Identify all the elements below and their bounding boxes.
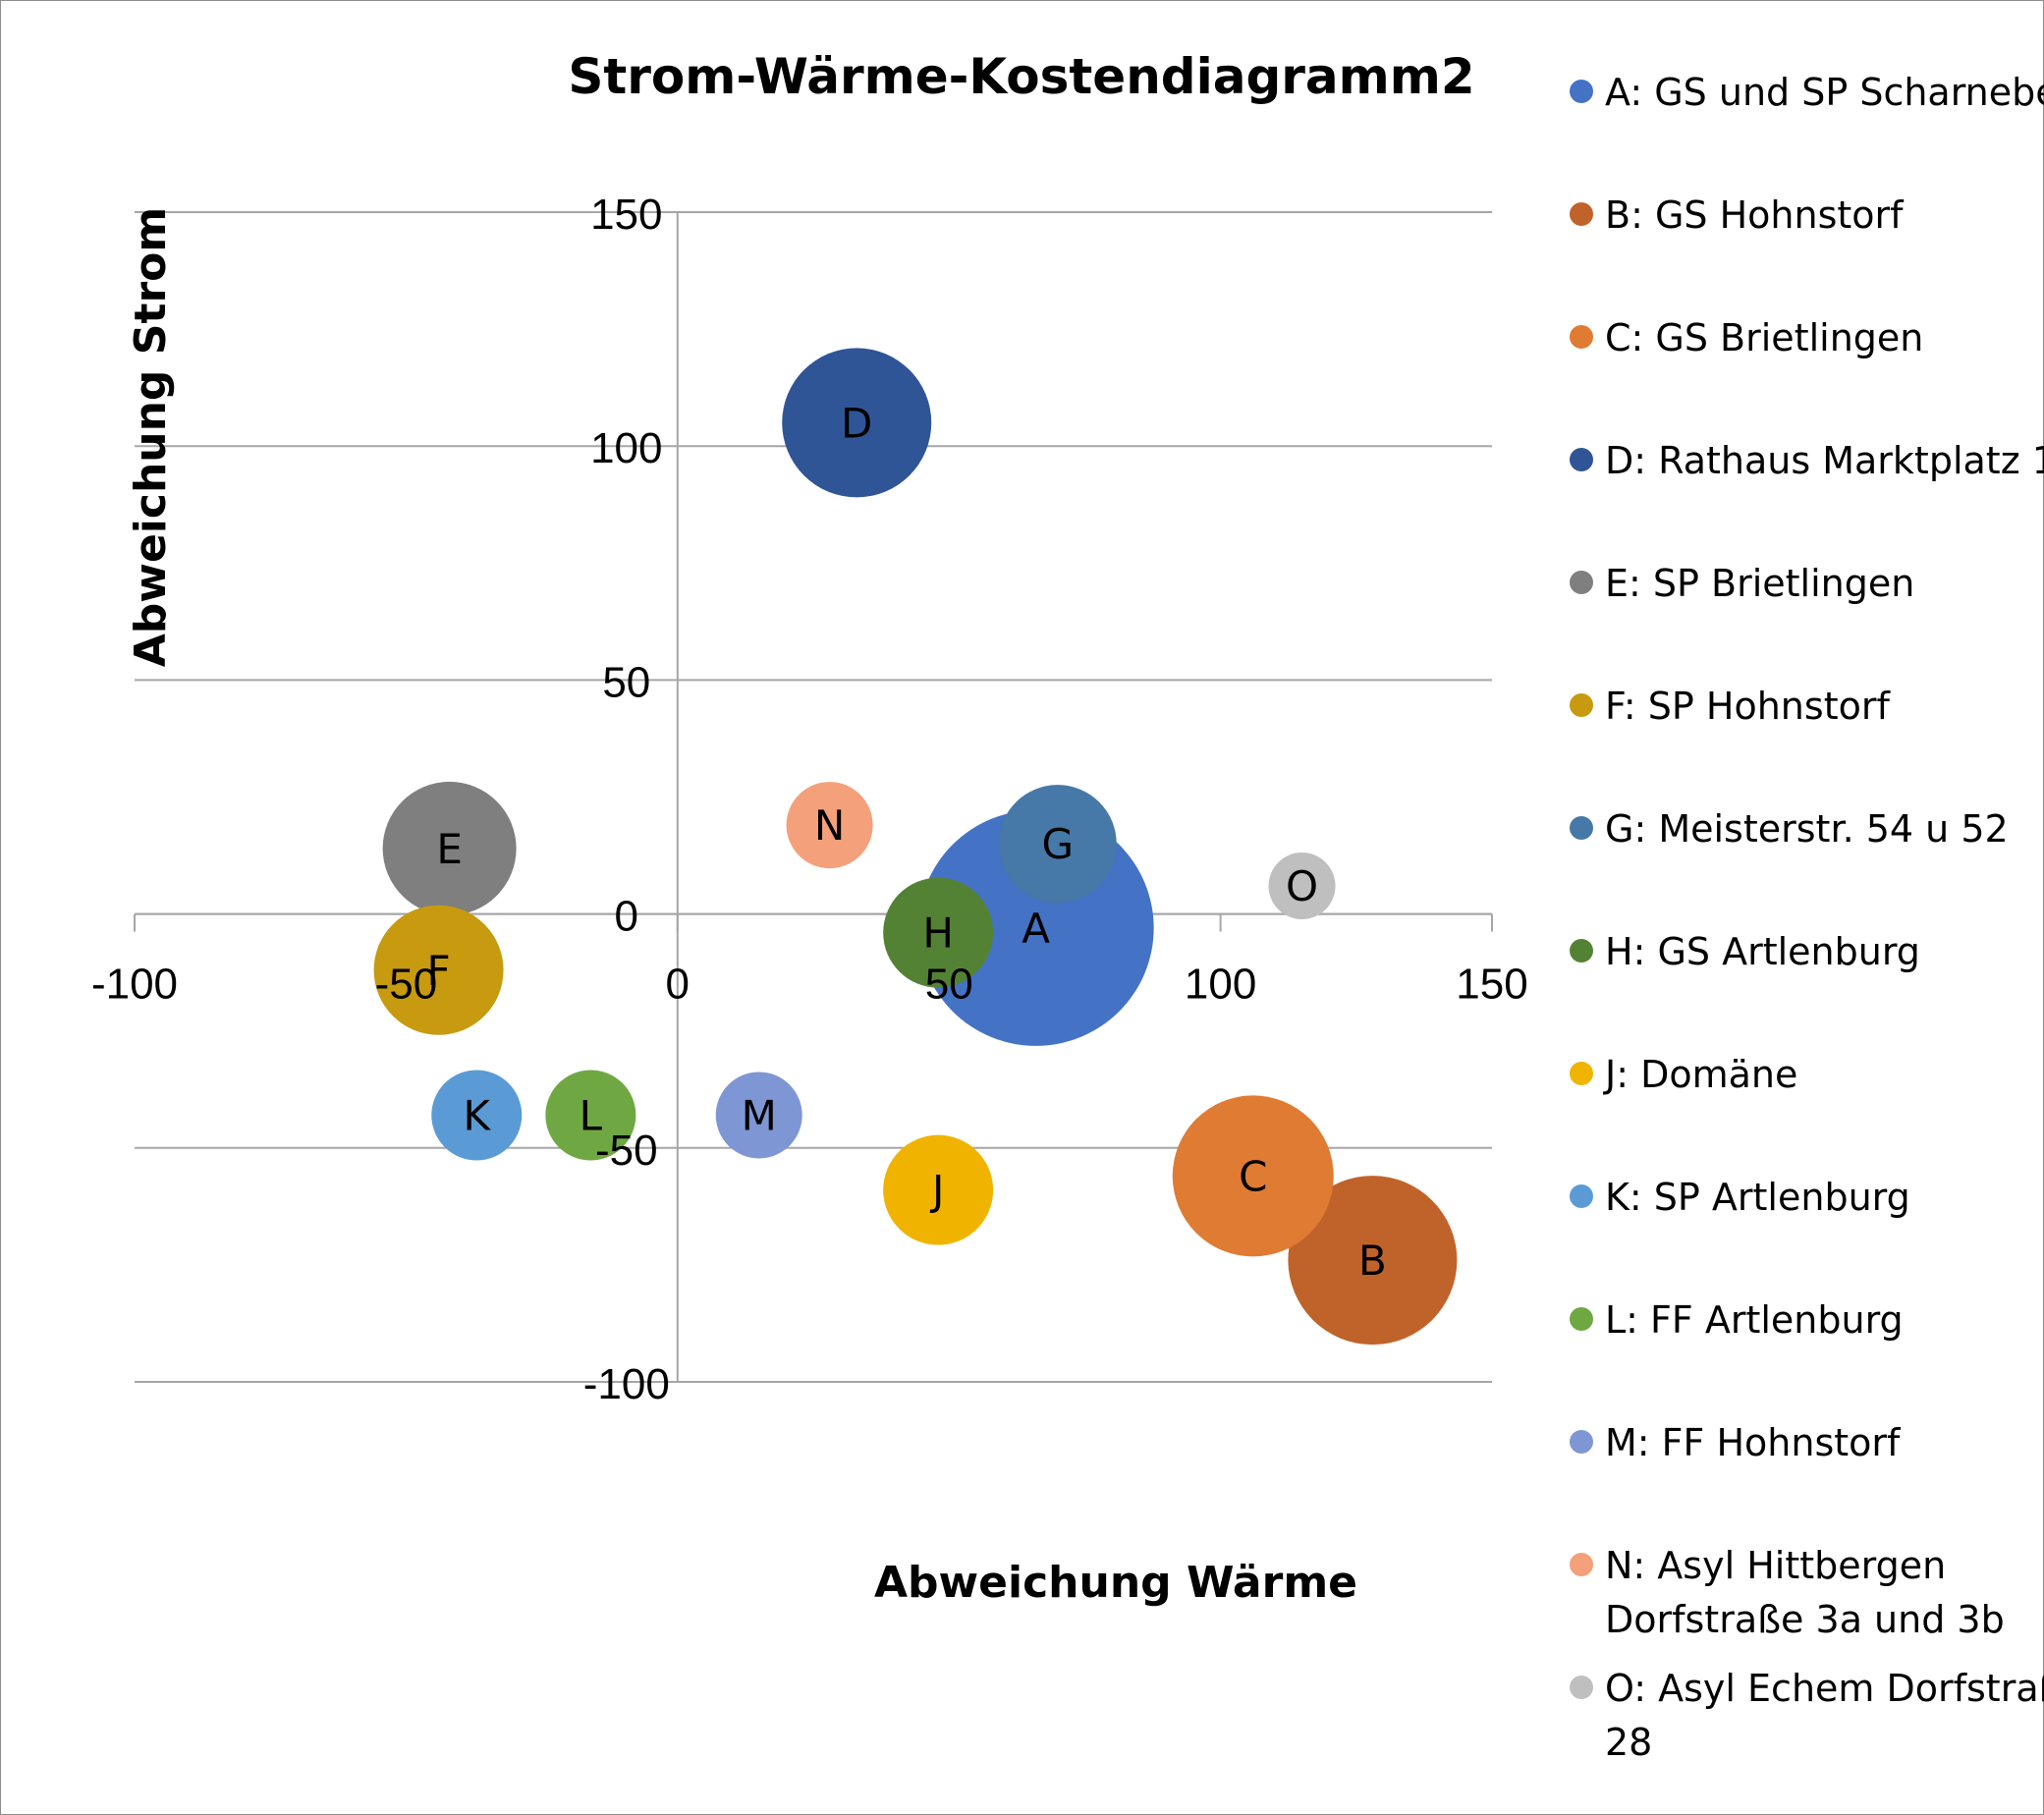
bubble-label-a: A <box>1022 905 1050 953</box>
chart-title: Strom-Wärme-Kostendiagramm2 <box>568 48 1474 105</box>
legend-swatch <box>1570 448 1593 471</box>
legend-label: G: Meisterstr. 54 u 52 <box>1605 807 2009 851</box>
bubble-c <box>1172 1095 1334 1257</box>
bubble-o <box>1268 852 1336 920</box>
y-axis-title: Abweichung Strom <box>126 207 176 668</box>
bubble-label-j: J <box>929 1167 944 1215</box>
bubble-g <box>998 785 1117 904</box>
legend-item-d: D: Rathaus Marktplatz 1 <box>1570 439 2044 482</box>
legend-label: K: SP Artlenburg <box>1605 1176 1910 1219</box>
y-tick-label: 50 <box>602 658 650 706</box>
x-tick-label: 150 <box>1456 961 1527 1009</box>
y-tick-label: -50 <box>595 1127 658 1175</box>
legend-swatch <box>1570 693 1593 717</box>
legend-swatch <box>1570 1184 1593 1208</box>
legend-swatch <box>1570 325 1593 349</box>
x-tick-label: -50 <box>375 961 438 1009</box>
legend-item-e: E: SP Brietlingen <box>1570 562 1914 605</box>
bubble-label-o: O <box>1286 862 1318 910</box>
bubble-label-k: K <box>463 1091 491 1139</box>
legend-swatch <box>1570 1430 1593 1454</box>
tick-labels: -100 -50 0 50 100 150 150 100 50 0 -50 -100 <box>91 191 1528 1408</box>
legend-swatch <box>1570 202 1593 226</box>
legend-swatch <box>1570 1062 1593 1085</box>
bubbles: A B C D E F G H J K L M N O <box>373 348 1458 1346</box>
bubble-label-c: C <box>1239 1152 1267 1200</box>
bubble-label-g: G <box>1041 820 1074 868</box>
legend-swatch <box>1570 939 1593 962</box>
bubble-e <box>382 781 517 915</box>
bubble-label-d: D <box>841 399 872 447</box>
legend-label: E: SP Brietlingen <box>1605 562 1914 605</box>
x-tick-label: -100 <box>91 961 178 1009</box>
bubble-n <box>786 782 873 869</box>
bubble-k <box>431 1070 523 1161</box>
bubble-m <box>715 1072 802 1159</box>
legend-label: N: Asyl Hittbergen Dorfstraße 3a und 3b <box>1605 1544 2005 1641</box>
y-tick-label: -100 <box>583 1360 670 1408</box>
legend-item-k: K: SP Artlenburg <box>1570 1176 1910 1219</box>
legend-label: C: GS Brietlingen <box>1605 316 1923 359</box>
bubble-j <box>883 1134 994 1245</box>
legend-label: M: FF Hohnstorf <box>1605 1421 1902 1464</box>
y-tick-label: 100 <box>590 424 662 472</box>
legend-swatch <box>1570 1553 1593 1576</box>
bubble-label-b: B <box>1358 1237 1387 1285</box>
x-tick-label: 100 <box>1185 961 1256 1009</box>
legend-swatch <box>1570 1676 1593 1699</box>
bubble-label-m: M <box>742 1091 777 1139</box>
legend-item-m: M: FF Hohnstorf <box>1570 1421 1902 1464</box>
gridlines <box>135 211 1492 1383</box>
legend-item-j: J: Domäne <box>1570 1053 1797 1096</box>
y-tick-label: 0 <box>615 893 638 941</box>
legend-item-h: H: GS Artlenburg <box>1570 930 1920 973</box>
legend-label: J: Domäne <box>1603 1053 1797 1096</box>
bubble-l <box>545 1070 636 1161</box>
legend-item-l: L: FF Artlenburg <box>1570 1298 1904 1342</box>
legend-item-f: F: SP Hohnstorf <box>1570 685 1891 728</box>
bubble-label-l: L <box>580 1091 603 1139</box>
bubble-label-e: E <box>436 825 463 873</box>
legend-item-o: O: Asyl Echem Dorfstraße 28 <box>1570 1667 2044 1764</box>
legend-label: L: FF Artlenburg <box>1605 1298 1904 1342</box>
bubble-b <box>1288 1176 1458 1346</box>
legend-swatch <box>1570 816 1593 840</box>
legend-item-c: C: GS Brietlingen <box>1570 316 1923 359</box>
legend-swatch <box>1570 1307 1593 1331</box>
legend-swatch <box>1570 80 1593 103</box>
x-tick-label: 0 <box>666 961 690 1009</box>
legend-label: F: SP Hohnstorf <box>1605 685 1891 728</box>
legend-label: A: GS und SP Scharnebeck <box>1605 71 2044 114</box>
legend-item-a: A: GS und SP Scharnebeck <box>1570 71 2044 114</box>
x-tick-label: 50 <box>925 961 973 1009</box>
legend: A: GS und SP Scharnebeck B: GS Hohnstorf C… <box>1570 71 2044 1764</box>
legend-swatch <box>1570 571 1593 594</box>
bubble-label-f: F <box>426 947 450 995</box>
legend-item-g: G: Meisterstr. 54 u 52 <box>1570 807 2009 851</box>
bubble-label-n: N <box>814 801 845 850</box>
bubble-f <box>373 905 504 1035</box>
bubble-d <box>782 348 932 498</box>
legend-item-n: N: Asyl Hittbergen Dorfstraße 3a und 3b <box>1570 1544 2005 1641</box>
bubble-h <box>883 877 994 988</box>
x-axis-title: Abweichung Wärme <box>874 1558 1357 1608</box>
legend-item-b: B: GS Hohnstorf <box>1570 193 1905 237</box>
legend-label: H: GS Artlenburg <box>1605 930 1920 973</box>
legend-label: O: Asyl Echem Dorfstraße 28 <box>1605 1667 2044 1764</box>
y-tick-label: 150 <box>590 191 662 239</box>
legend-label: D: Rathaus Marktplatz 1 <box>1605 439 2044 482</box>
bubble-label-h: H <box>922 909 954 958</box>
legend-label: B: GS Hohnstorf <box>1605 193 1905 237</box>
